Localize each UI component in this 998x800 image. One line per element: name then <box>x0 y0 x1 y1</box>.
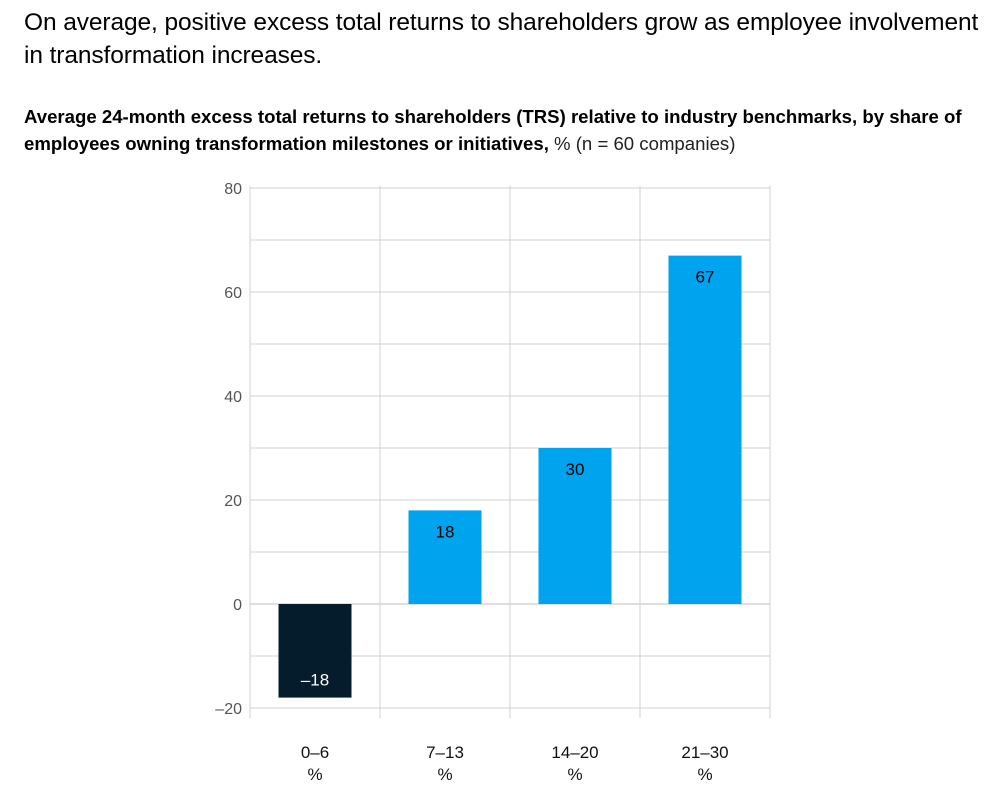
subtitle-main: Average 24-month excess total returns to… <box>24 106 962 154</box>
y-tick-label: 60 <box>224 285 242 302</box>
y-tick-label: 0 <box>233 597 242 614</box>
bar <box>668 255 742 604</box>
y-tick-label: 40 <box>224 389 242 406</box>
y-tick-label: –20 <box>215 701 242 718</box>
x-category-label: % <box>437 765 452 784</box>
x-category-label: % <box>697 765 712 784</box>
bar <box>538 448 612 604</box>
chart-subtitle: Average 24-month excess total returns to… <box>24 103 984 157</box>
bar <box>278 604 352 698</box>
x-category-label: 14–20 <box>551 743 598 762</box>
bar-value-label: –18 <box>301 671 329 690</box>
x-category-label: % <box>567 765 582 784</box>
x-category-label: 7–13 <box>426 743 464 762</box>
subtitle-units: % (n = 60 companies) <box>548 133 736 154</box>
chart-headline: On average, positive excess total return… <box>24 9 979 69</box>
bar-value-label: 30 <box>566 460 585 479</box>
x-category-label: 0–6 <box>301 743 329 762</box>
x-category-label: 21–30 <box>681 743 728 762</box>
bar-value-label: 67 <box>696 268 715 287</box>
x-category-label: % <box>307 765 322 784</box>
y-tick-label: 20 <box>224 493 242 510</box>
bar <box>408 510 482 604</box>
bar-value-label: 18 <box>436 522 455 541</box>
y-tick-label: 80 <box>224 181 242 198</box>
